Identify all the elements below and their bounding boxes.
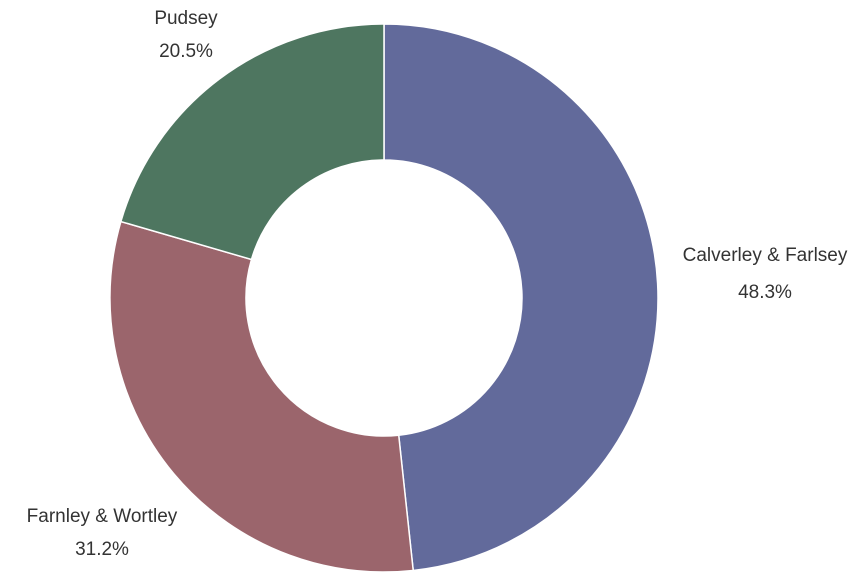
slice-label-calverley-and-farlsey: Calverley & Farlsey [683, 245, 848, 266]
slice-pudsey [119, 23, 385, 261]
slice-label-farnley-and-wortley: Farnley & Wortley [27, 506, 178, 527]
slice-value-farnley-and-wortley: 31.2% [75, 539, 129, 560]
slice-value-pudsey: 20.5% [159, 41, 213, 62]
slice-label-pudsey: Pudsey [154, 8, 218, 29]
slice-value-calverley-and-farlsey: 48.3% [738, 282, 792, 303]
slices-layer [109, 23, 659, 573]
slice-calverley-and-farlsey [383, 23, 659, 572]
labels-layer: Calverley & Farlsey 48.3% Farnley & Wortle… [27, 8, 848, 560]
slice-farnley-and-wortley [109, 220, 415, 573]
